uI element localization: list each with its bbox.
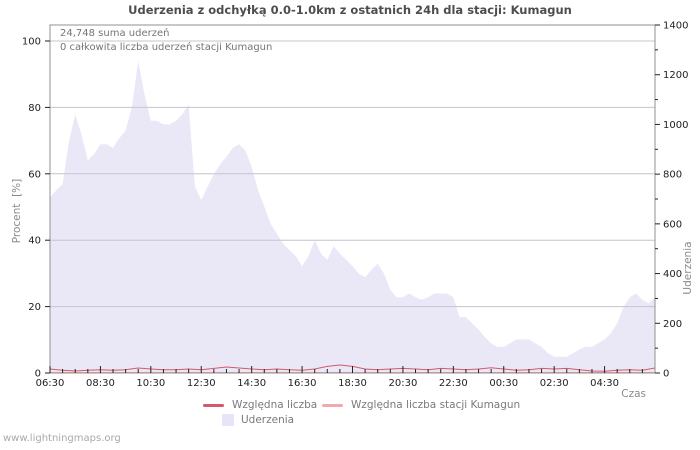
- x-tick-label: 04:30: [590, 378, 619, 389]
- y-left-tick-label: 20: [28, 302, 41, 313]
- y-right-tick-label: 600: [663, 219, 682, 230]
- y-left-tick-label: 100: [22, 37, 41, 48]
- x-tick-label: 18:30: [338, 378, 367, 389]
- x-tick-label: 22:30: [439, 378, 468, 389]
- y-right-tick-label: 0: [663, 369, 669, 380]
- legend-area-swatch: [222, 414, 234, 426]
- y-right-tick-label: 400: [663, 269, 682, 280]
- y-left-tick-label: 60: [28, 169, 41, 180]
- legend-label: Względna liczba stacji Kumagun: [351, 399, 521, 411]
- chart-title: Uderzenia z odchyłką 0.0-1.0km z ostatni…: [128, 3, 572, 17]
- x-tick-label: 20:30: [389, 378, 418, 389]
- x-tick-label: 16:30: [288, 378, 317, 389]
- x-tick-label: 02:30: [540, 378, 569, 389]
- legend-item-relative-count: Względna liczba: [203, 399, 317, 411]
- watermark-url: www.lightningmaps.org: [3, 433, 121, 444]
- y-axis-left-title: Procent [%]: [11, 178, 23, 244]
- y-right-tick-label: 1000: [663, 120, 688, 131]
- x-tick-label: 06:30: [36, 378, 65, 389]
- strikes-area-series: [50, 61, 655, 373]
- x-tick-label: 00:30: [489, 378, 518, 389]
- annotation-station-strikes: 0 całkowita liczba uderzeń stacji Kumagu…: [60, 42, 273, 53]
- y-right-tick-label: 200: [663, 319, 682, 330]
- legend-label: Uderzenia: [241, 414, 295, 426]
- y-left-tick-label: 0: [35, 369, 41, 380]
- legend-line-swatch: [203, 403, 224, 407]
- y-left-tick-label: 40: [28, 236, 41, 247]
- x-tick-label: 08:30: [86, 378, 115, 389]
- legend-label: Względna liczba: [232, 399, 318, 411]
- y-right-tick-label: 800: [663, 170, 682, 181]
- legend-line-swatch: [322, 403, 343, 407]
- x-axis-title: Czas: [621, 388, 646, 400]
- y-right-tick-label: 1400: [663, 21, 688, 32]
- x-tick-label: 14:30: [237, 378, 266, 389]
- x-tick-label: 12:30: [187, 378, 216, 389]
- y-left-tick-label: 80: [28, 103, 41, 114]
- annotation-total-strikes: 24,748 suma uderzeń: [60, 28, 170, 39]
- y-axis-right-title: Uderzenia: [682, 241, 694, 295]
- legend-item-station-relative-count: Względna liczba stacji Kumagun: [322, 399, 520, 411]
- y-right-tick-label: 1200: [663, 70, 688, 81]
- x-tick-label: 10:30: [136, 378, 165, 389]
- legend-item-strikes: Uderzenia: [222, 414, 294, 426]
